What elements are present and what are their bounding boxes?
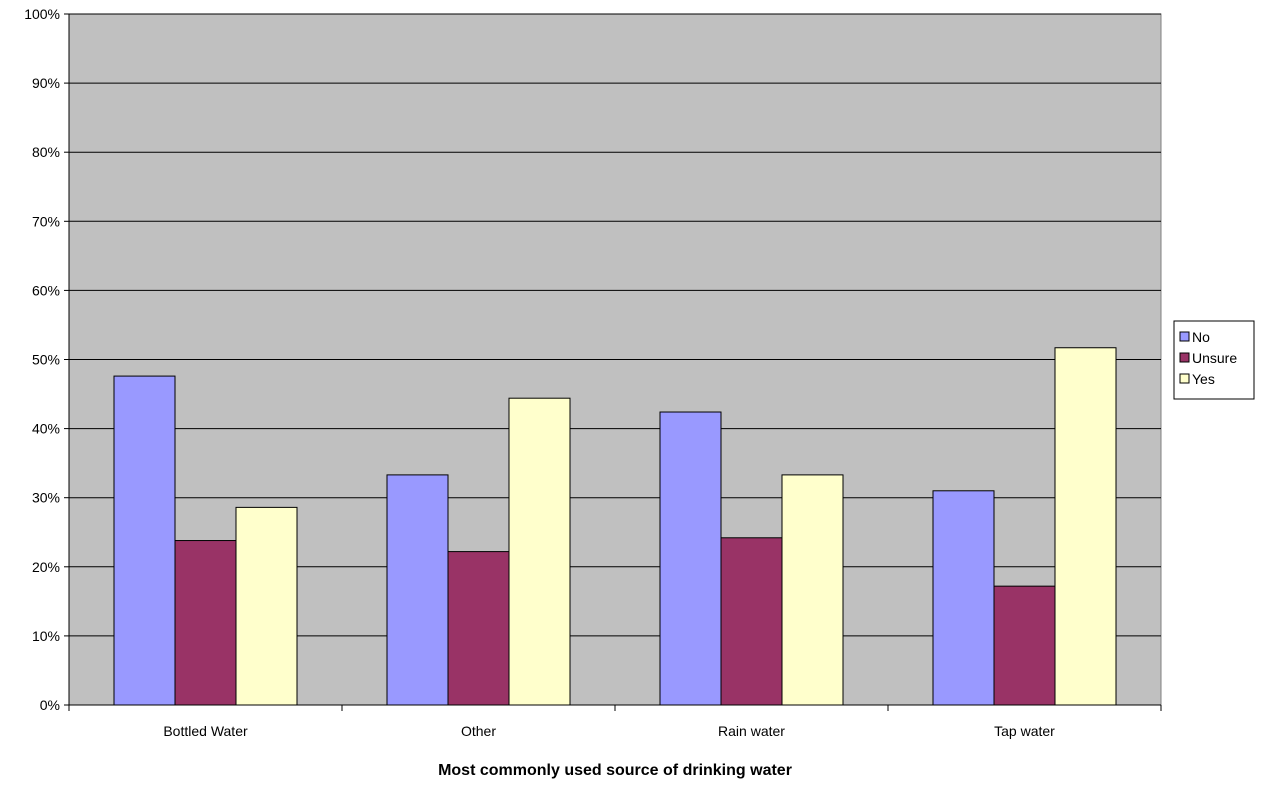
y-tick-label: 100% <box>24 6 60 22</box>
y-tick-label: 50% <box>32 352 60 368</box>
bar-unsure-bottled-water <box>174 540 237 706</box>
y-tick-label: 10% <box>32 628 60 644</box>
y-tick-label: 0% <box>40 697 60 713</box>
y-axis: 0% 10% 20% 30% 40% 50% 60% 70% 80% 90% 100% <box>24 6 70 713</box>
y-tick-label: 60% <box>32 282 60 298</box>
bar-unsure-tap-water <box>993 585 1056 706</box>
legend-swatch-yes <box>1179 373 1190 384</box>
bars <box>113 347 1117 706</box>
bar-no-other <box>386 474 449 706</box>
y-tick-label: 30% <box>32 490 60 506</box>
y-tick-label: 80% <box>32 144 60 160</box>
x-axis: Bottled Water Other Rain water Tap water <box>68 704 1162 739</box>
legend-label-unsure: Unsure <box>1192 350 1237 366</box>
x-tick-label: Tap water <box>994 723 1055 739</box>
y-tick-label: 70% <box>32 213 60 229</box>
bar-unsure-other <box>447 551 510 706</box>
x-tick-label: Bottled Water <box>163 723 248 739</box>
legend-swatch-unsure <box>1179 352 1190 363</box>
bar-yes-other <box>508 397 571 706</box>
bar-no-tap-water <box>932 490 995 706</box>
y-tick-label: 40% <box>32 421 60 437</box>
x-tick-label: Other <box>461 723 496 739</box>
x-axis-title: Most commonly used source of drinking wa… <box>438 762 792 779</box>
legend-swatch-no <box>1179 331 1190 342</box>
bar-yes-bottled-water <box>235 506 298 706</box>
legend: No Unsure Yes <box>1173 320 1255 400</box>
y-tick-label: 20% <box>32 559 60 575</box>
bar-no-rain-water <box>659 411 722 706</box>
bar-unsure-rain-water <box>720 537 783 706</box>
bar-yes-tap-water <box>1054 347 1117 706</box>
legend-label-no: No <box>1192 329 1210 345</box>
x-tick-label: Rain water <box>718 723 785 739</box>
bar-yes-rain-water <box>781 474 844 706</box>
bar-no-bottled-water <box>113 375 176 706</box>
legend-label-yes: Yes <box>1192 371 1215 387</box>
y-tick-label: 90% <box>32 75 60 91</box>
